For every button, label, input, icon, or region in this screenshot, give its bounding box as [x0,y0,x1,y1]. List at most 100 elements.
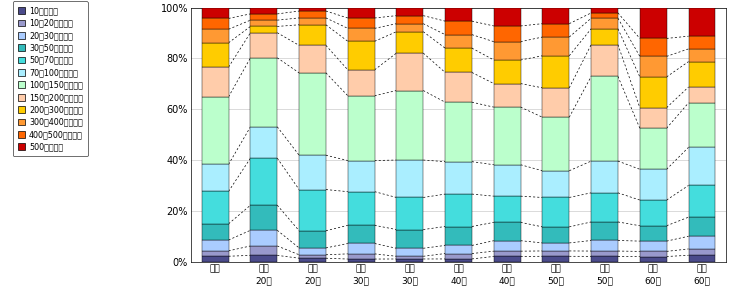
Bar [397,256,424,259]
Bar [348,243,375,254]
Bar [494,256,521,262]
Bar [688,217,715,236]
Bar [251,158,277,205]
Bar [591,13,618,18]
Bar [348,70,375,96]
Bar [542,243,569,251]
Bar [397,160,424,198]
Bar [251,7,277,14]
Bar [688,62,715,87]
Bar [299,248,326,255]
Bar [591,222,618,240]
Bar [542,251,569,256]
Bar [202,18,229,29]
Bar [494,222,521,241]
Bar [640,241,666,251]
Bar [445,102,472,162]
Bar [397,230,424,248]
Bar [299,73,326,155]
Bar [397,248,424,256]
Bar [542,198,569,227]
Bar [591,161,618,193]
Bar [591,240,618,251]
Bar [591,251,618,256]
Bar [591,256,618,262]
Bar [397,90,424,160]
Bar [542,256,569,262]
Bar [348,7,375,18]
Bar [494,42,521,60]
Bar [397,198,424,230]
Bar [445,253,472,259]
Bar [542,88,569,117]
Bar [640,77,666,108]
Bar [299,18,326,25]
Bar [251,205,277,230]
Bar [202,29,229,43]
Bar [494,60,521,84]
Bar [251,58,277,127]
Bar [445,259,472,262]
Bar [202,97,229,164]
Bar [591,29,618,45]
Bar [299,255,326,258]
Bar [640,200,666,226]
Bar [688,103,715,147]
Bar [202,251,229,256]
Bar [299,258,326,262]
Bar [251,255,277,262]
Bar [445,48,472,73]
Bar [688,185,715,217]
Bar [251,26,277,33]
Bar [494,251,521,256]
Bar [640,251,666,257]
Bar [445,73,472,102]
Bar [397,16,424,24]
Bar [445,245,472,253]
Bar [640,7,666,38]
Bar [202,43,229,67]
Bar [348,192,375,225]
Bar [397,259,424,262]
Bar [251,20,277,26]
Bar [251,14,277,20]
Bar [542,7,569,24]
Bar [688,7,715,36]
Bar [591,7,618,13]
Bar [397,32,424,53]
Bar [348,18,375,28]
Bar [202,67,229,97]
Bar [445,227,472,245]
Bar [202,224,229,240]
Bar [640,169,666,200]
Bar [494,107,521,165]
Bar [299,25,326,46]
Bar [640,257,666,262]
Bar [299,11,326,18]
Bar [542,117,569,171]
Bar [640,108,666,128]
Bar [640,128,666,169]
Bar [542,227,569,243]
Bar [397,53,424,90]
Bar [445,194,472,227]
Bar [202,7,229,18]
Bar [445,7,472,21]
Bar [688,49,715,62]
Bar [640,38,666,56]
Bar [348,160,375,192]
Bar [348,259,375,262]
Bar [251,230,277,246]
Bar [299,7,326,11]
Bar [397,7,424,16]
Bar [494,241,521,251]
Bar [299,190,326,231]
Bar [202,240,229,251]
Bar [397,24,424,32]
Bar [688,87,715,103]
Bar [591,18,618,29]
Bar [591,193,618,222]
Legend: 10万円未満, 10〜20万円未満, 20〜30万円未満, 30〜50万円未満, 50〜70万円未満, 70〜100万円未満, 100〜150万円未満, 150: 10万円未満, 10〜20万円未満, 20〜30万円未満, 30〜50万円未満,… [13,1,87,156]
Bar [251,246,277,255]
Bar [494,84,521,107]
